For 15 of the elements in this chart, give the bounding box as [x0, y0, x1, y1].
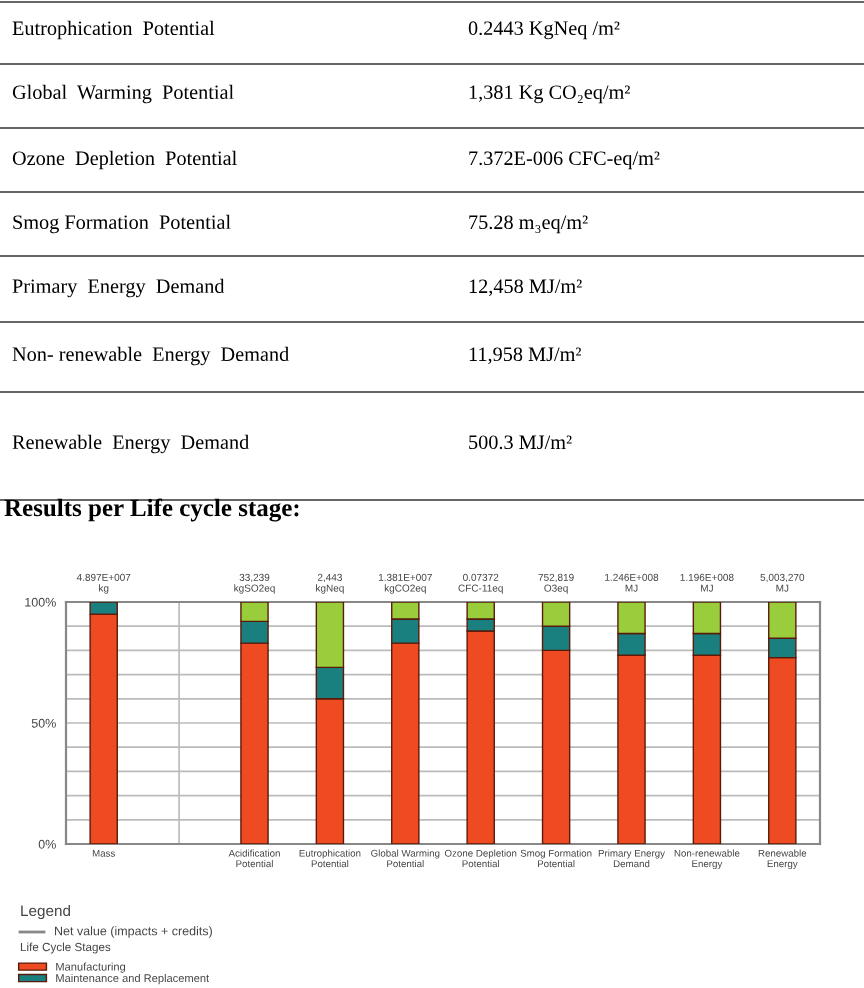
text: Ozone Depletion Potential: [12, 150, 237, 170]
chart-title: Results per Life cycle stage:: [4, 498, 299, 522]
text: 75.28 m₃eq/m²: [469, 215, 588, 234]
text: Primary Energy Demand: [12, 278, 225, 298]
text: Renewable Energy Demand: [12, 434, 250, 454]
text: 1,381 Kg CO₂eq/m²: [469, 85, 630, 104]
text: Non- renewable Energy Demand: [12, 346, 289, 366]
text: Smog Formation Potential: [13, 214, 231, 234]
text: 500.3 MJ/m²: [469, 435, 572, 450]
text: 11,958 MJ/m²: [469, 347, 582, 364]
text: Global Warming Potential: [12, 84, 234, 104]
text: 12,458 MJ/m²: [469, 279, 582, 296]
text: 0.2443 KgNeq /m²: [468, 21, 620, 40]
text: 7.372E-006 CFC-eq/m²: [469, 151, 660, 170]
text: Eutrophication Potential: [12, 20, 215, 40]
